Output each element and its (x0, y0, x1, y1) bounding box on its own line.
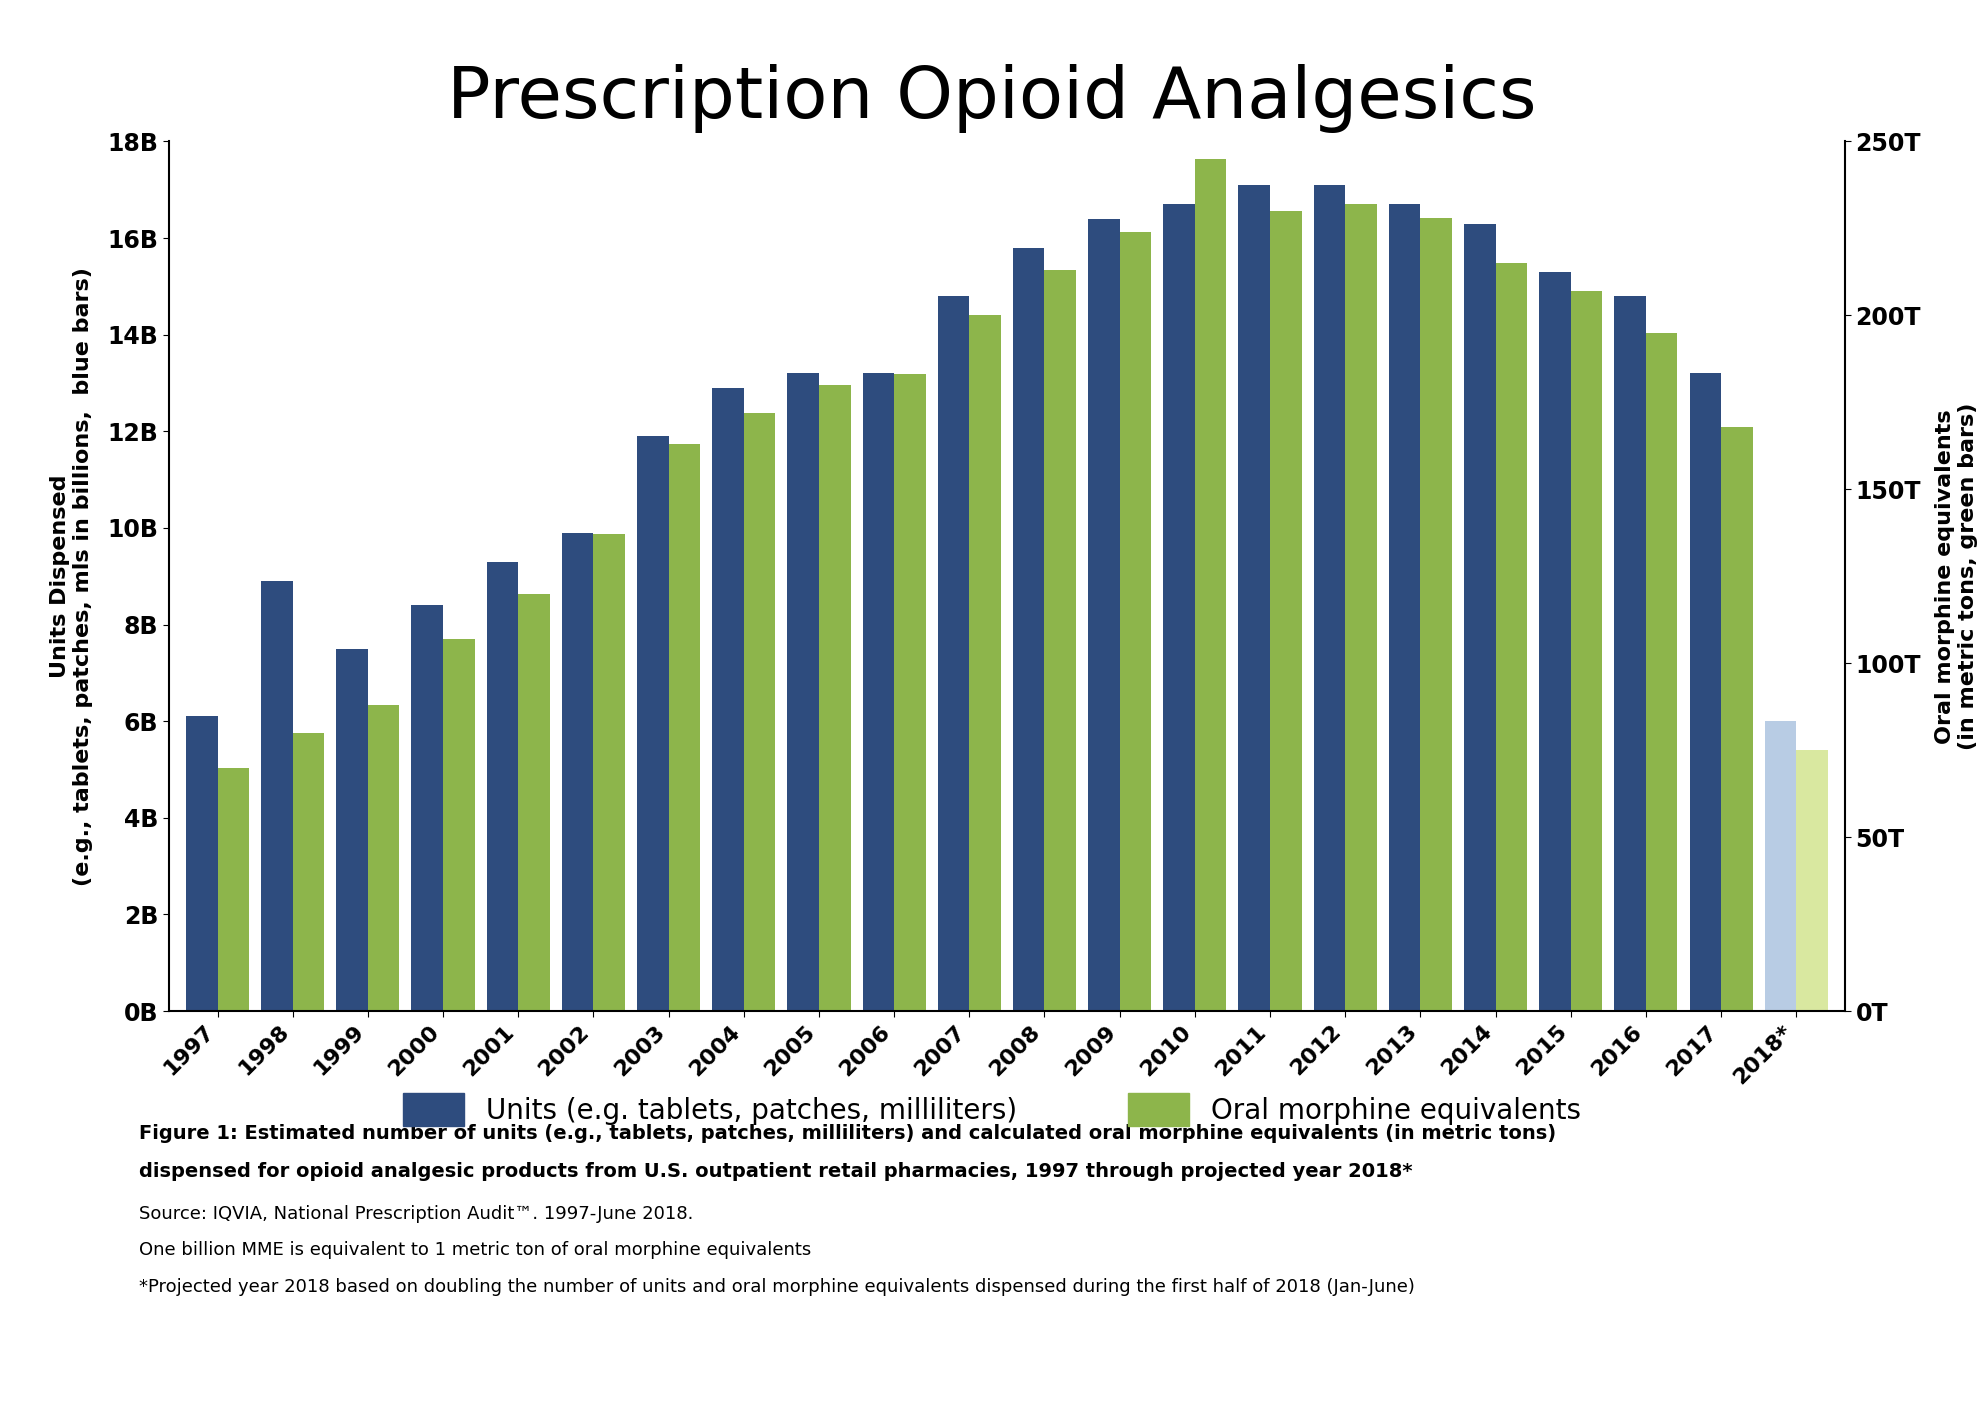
Bar (337, 649, 367, 1011)
Bar (669, 444, 700, 1011)
Bar (1087, 219, 1119, 1011)
Y-axis label: Units Dispensed
(e.g., tablets, patches, mls in billions,  blue bars): Units Dispensed (e.g., tablets, patches,… (50, 267, 93, 885)
Bar (1720, 427, 1752, 1011)
Text: Prescription Opioid Analgesics: Prescription Opioid Analgesics (446, 64, 1538, 133)
Bar (186, 717, 218, 1011)
Bar (1464, 223, 1496, 1011)
Text: One billion MME is equivalent to 1 metric ton of oral morphine equivalents: One billion MME is equivalent to 1 metri… (139, 1241, 811, 1260)
Bar (744, 413, 776, 1011)
Bar (561, 533, 593, 1011)
Bar (1389, 204, 1421, 1011)
Bar (1014, 247, 1044, 1011)
Bar (1119, 232, 1151, 1011)
Y-axis label: Oral morphine equivalents
(in metric tons, green bars): Oral morphine equivalents (in metric ton… (1934, 403, 1978, 749)
Bar (1796, 751, 1827, 1011)
Bar (1421, 218, 1452, 1011)
Bar (593, 534, 625, 1011)
Text: dispensed for opioid analgesic products from U.S. outpatient retail pharmacies, : dispensed for opioid analgesic products … (139, 1162, 1413, 1181)
Bar (1194, 158, 1226, 1011)
Bar (970, 315, 1000, 1011)
Bar (1044, 270, 1075, 1011)
Bar (294, 732, 323, 1011)
Bar (442, 639, 474, 1011)
Bar (819, 385, 851, 1011)
Bar (637, 436, 669, 1011)
Bar (1764, 721, 1796, 1011)
Bar (1571, 291, 1603, 1011)
Bar (1690, 373, 1720, 1011)
Bar (1647, 332, 1676, 1011)
Bar (1615, 296, 1647, 1011)
Bar (486, 561, 518, 1011)
Bar (1540, 271, 1571, 1011)
Bar (1238, 185, 1270, 1011)
Text: Source: IQVIA, National Prescription Audit™. 1997-June 2018.: Source: IQVIA, National Prescription Aud… (139, 1205, 692, 1223)
Legend: Units (e.g. tablets, patches, milliliters), Oral morphine equivalents: Units (e.g. tablets, patches, milliliter… (391, 1082, 1593, 1138)
Bar (863, 373, 895, 1011)
Bar (518, 594, 550, 1011)
Bar (1270, 211, 1302, 1011)
Bar (895, 375, 927, 1011)
Bar (367, 706, 399, 1011)
Bar (1313, 185, 1345, 1011)
Text: *Projected year 2018 based on doubling the number of units and oral morphine equ: *Projected year 2018 based on doubling t… (139, 1278, 1415, 1297)
Bar (218, 768, 250, 1011)
Text: Figure 1: Estimated number of units (e.g., tablets, patches, milliliters) and ca: Figure 1: Estimated number of units (e.g… (139, 1124, 1555, 1143)
Bar (712, 387, 744, 1011)
Bar (262, 581, 294, 1011)
Bar (1163, 204, 1194, 1011)
Bar (938, 296, 970, 1011)
Bar (411, 605, 442, 1011)
Bar (1345, 204, 1377, 1011)
Bar (788, 373, 819, 1011)
Bar (1496, 263, 1528, 1011)
